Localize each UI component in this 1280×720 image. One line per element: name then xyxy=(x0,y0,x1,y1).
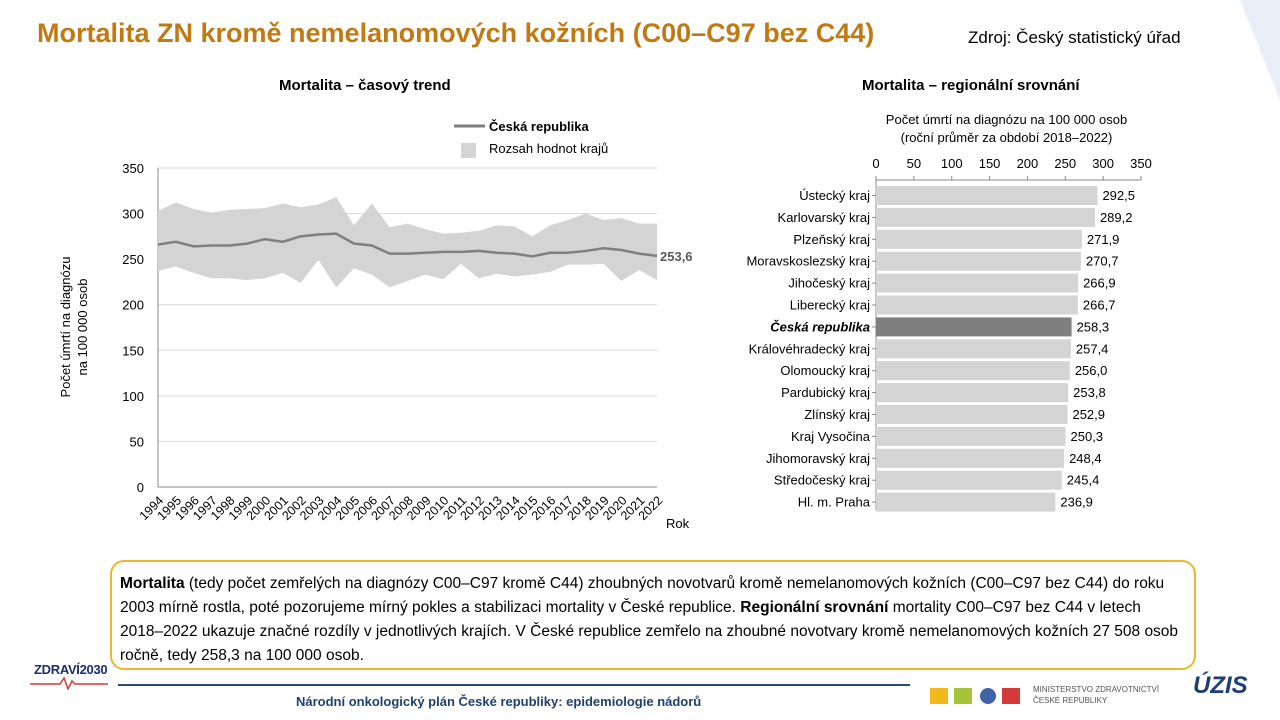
legend-label-range: Rozsah hodnot krajů xyxy=(489,141,608,156)
bar xyxy=(876,361,1070,381)
data-label: 252,9 xyxy=(1072,407,1105,422)
data-label: 292,5 xyxy=(1102,188,1135,203)
category-label: Kraj Vysočina xyxy=(791,429,871,444)
x-axis-label: Rok xyxy=(666,516,690,531)
data-label: 289,2 xyxy=(1100,210,1133,225)
legend-label-cr: Česká republika xyxy=(489,119,589,134)
data-label: 258,3 xyxy=(1077,319,1110,334)
bar xyxy=(876,186,1098,205)
x-tick-label: 200 xyxy=(1017,156,1039,171)
data-label: 270,7 xyxy=(1086,254,1119,269)
data-label: 245,4 xyxy=(1067,473,1100,488)
y-tick-label: 250 xyxy=(122,252,144,267)
y-tick-label: 350 xyxy=(122,161,144,176)
category-label: Královéhradecký kraj xyxy=(749,341,870,356)
bar xyxy=(876,339,1071,359)
x-tick-label: 300 xyxy=(1092,156,1114,171)
ministry-logo-icon xyxy=(930,688,1020,704)
uzis-logo: ÚZIS xyxy=(1193,672,1248,699)
summary-box: Mortalita (tedy počet zemřelých na diagn… xyxy=(110,560,1196,670)
region-chart: Počet úmrtí na diagnózu na 100 000 osob (… xyxy=(746,112,1152,512)
footer-divider xyxy=(118,684,910,686)
bar xyxy=(876,251,1081,271)
category-label: Jihočeský kraj xyxy=(788,276,870,291)
data-label: 256,0 xyxy=(1075,363,1108,378)
bar xyxy=(876,470,1062,490)
footer-text: Národní onkologický plán České republiky… xyxy=(296,694,702,709)
category-label: Ústecký kraj xyxy=(799,188,870,203)
y-axis-label: Počet úmrtí na diagnózu na 100 000 osob xyxy=(58,257,90,398)
x-tick-label: 50 xyxy=(907,156,921,171)
summary-text-1: (tedy počet zemřelých na diagnózy C00–C9… xyxy=(120,575,1165,616)
trend-chart: 050100150200250300350253,619941995199619… xyxy=(58,119,693,531)
bar xyxy=(876,492,1056,512)
data-label: 271,9 xyxy=(1087,232,1120,247)
zdravi2030-logo: ZDRAVÍ2030 xyxy=(34,662,108,677)
bar xyxy=(876,383,1069,403)
x-axis-label: (roční průměr za období 2018–2022) xyxy=(901,130,1113,145)
bar xyxy=(876,448,1065,468)
y-tick-label: 100 xyxy=(122,389,144,404)
bar xyxy=(876,229,1082,249)
bar xyxy=(876,405,1068,424)
pulse-icon xyxy=(30,676,108,690)
data-label: 248,4 xyxy=(1069,451,1102,466)
category-label: Pardubický kraj xyxy=(781,385,870,400)
y-tick-label: 200 xyxy=(122,298,144,313)
summary-text-2: mortality C00–C97 bez C44 v letech 2018–… xyxy=(120,599,1179,664)
x-tick-label: 150 xyxy=(979,156,1001,171)
category-label: Olomoucký kraj xyxy=(780,363,870,378)
summary-keyword-regional: Regionální srovnání xyxy=(740,599,889,616)
category-label: Plzeňský kraj xyxy=(793,232,870,247)
x-tick-label: 0 xyxy=(872,156,879,171)
data-label: 266,9 xyxy=(1083,276,1116,291)
region-panel-title: Mortalita – regionální srovnání xyxy=(862,77,1080,94)
y-tick-label: 150 xyxy=(122,343,144,358)
y-tick-label: 0 xyxy=(137,480,144,495)
source-note: Zdroj: Český statistický úřad xyxy=(968,28,1181,47)
range-area xyxy=(158,197,657,288)
cr-line xyxy=(157,232,658,258)
x-tick-label: 350 xyxy=(1130,156,1152,171)
category-label: Hl. m. Praha xyxy=(798,495,871,510)
data-label: 236,9 xyxy=(1060,495,1093,510)
bar xyxy=(876,426,1066,446)
bar xyxy=(876,295,1078,315)
slide-title: Mortalita ZN kromě nemelanomových kožníc… xyxy=(37,18,875,48)
bar xyxy=(876,207,1095,227)
ministry-line-1: MINISTERSTVO ZDRAVOTNICTVÍ xyxy=(1033,685,1160,694)
category-label: Karlovarský kraj xyxy=(778,210,871,225)
x-tick-label: 100 xyxy=(941,156,963,171)
category-label: Zlínský kraj xyxy=(804,407,870,422)
y-tick-label: 300 xyxy=(122,207,144,222)
data-label: 253,8 xyxy=(1073,385,1106,400)
summary-keyword-mortality: Mortalita xyxy=(120,575,185,592)
bar-highlight xyxy=(876,317,1072,337)
ministry-text: MINISTERSTVO ZDRAVOTNICTVÍ ČESKÉ REPUBLI… xyxy=(1033,684,1159,706)
ministry-line-2: ČESKÉ REPUBLIKY xyxy=(1033,696,1108,705)
data-label: 250,3 xyxy=(1071,429,1104,444)
data-label: 257,4 xyxy=(1076,341,1109,356)
legend-area-swatch xyxy=(461,143,476,158)
category-label: Liberecký kraj xyxy=(790,298,870,313)
y-tick-label: 50 xyxy=(130,434,144,449)
trend-panel-title: Mortalita – časový trend xyxy=(279,77,451,94)
category-label: Jihomoravský kraj xyxy=(766,451,870,466)
category-label: Moravskoslezský kraj xyxy=(746,254,870,269)
data-label: 266,7 xyxy=(1083,298,1116,313)
end-value-label: 253,6 xyxy=(660,249,693,264)
x-axis-label: Počet úmrtí na diagnózu na 100 000 osob xyxy=(886,112,1127,127)
category-label: Česká republika xyxy=(770,319,870,334)
corner-decoration xyxy=(1240,0,1280,100)
x-tick-label: 250 xyxy=(1054,156,1076,171)
bar xyxy=(876,273,1079,293)
category-label: Středočeský kraj xyxy=(774,473,870,488)
